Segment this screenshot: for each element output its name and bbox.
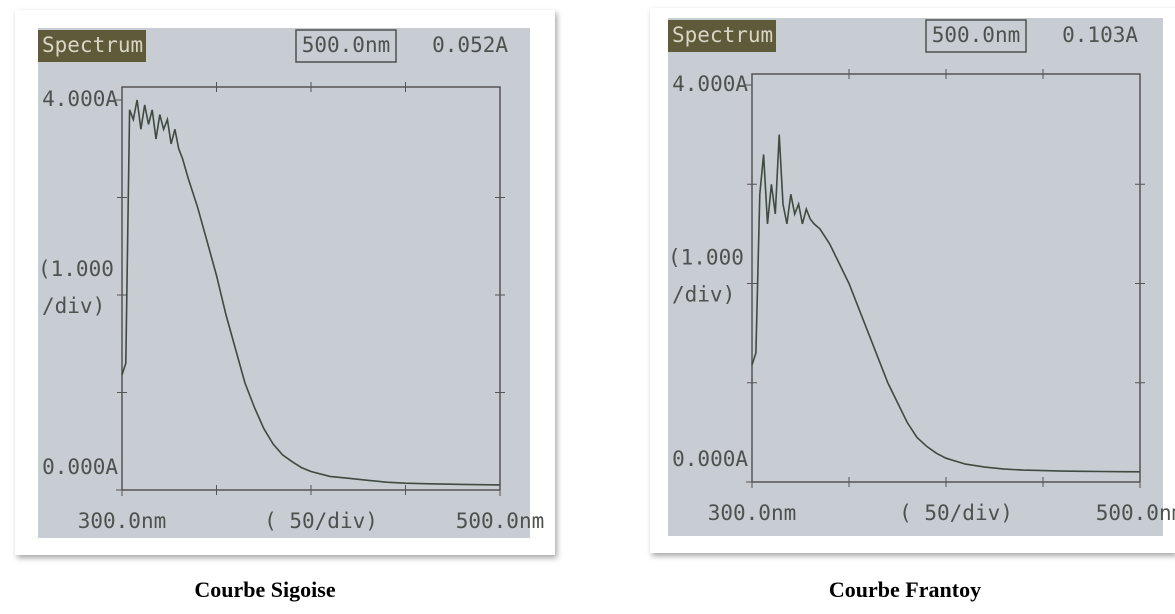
x-tick-label: 300.0nm	[78, 509, 167, 533]
chart-title: Spectrum	[42, 33, 143, 57]
screen	[668, 18, 1163, 536]
y-unit-label: /div)	[42, 294, 105, 318]
title-box	[668, 20, 776, 52]
y-tick-label: 0.000A	[42, 455, 118, 479]
readout-absorbance: 0.052A	[432, 33, 508, 57]
y-unit-label: (1.000	[38, 257, 114, 281]
readout-box	[925, 19, 1027, 53]
x-tick-label: 500.0nm	[456, 509, 545, 533]
spectrum-line	[121, 99, 501, 486]
y-tick-label: 4.000A	[42, 87, 118, 111]
readout-absorbance: 0.103A	[1062, 23, 1138, 47]
y-tick-label: 4.000A	[672, 72, 748, 96]
caption: Courbe Sigoise	[194, 577, 335, 602]
y-unit-label: /div)	[672, 283, 735, 307]
x-tick-label: 300.0nm	[708, 501, 797, 525]
chart-title: Spectrum	[672, 23, 773, 47]
x-unit-label: ( 50/div)	[264, 509, 378, 533]
readout-wavelength: 500.0nm	[302, 33, 391, 57]
y-unit-label: (1.000	[668, 246, 744, 270]
readout-wavelength: 500.0nm	[932, 23, 1021, 47]
y-tick-label: 0.000A	[672, 447, 748, 471]
spectrum-line	[751, 134, 1141, 473]
title-box	[38, 30, 146, 62]
caption: Courbe Frantoy	[829, 577, 981, 602]
readout-box	[295, 29, 397, 63]
x-tick-label: 500.0nm	[1096, 501, 1175, 525]
x-unit-label: ( 50/div)	[899, 501, 1013, 525]
screen	[38, 28, 530, 538]
